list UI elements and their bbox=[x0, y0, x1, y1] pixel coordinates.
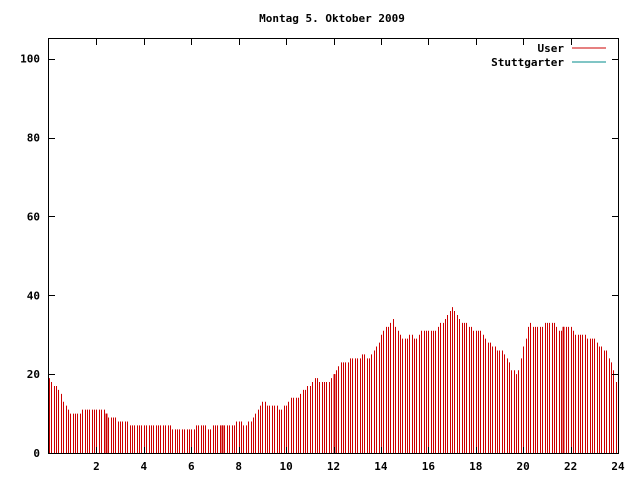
legend-label-user: User bbox=[538, 42, 565, 55]
chart-title: Montag 5. Oktober 2009 bbox=[259, 12, 405, 25]
y-tick-label: 100 bbox=[20, 53, 40, 66]
y-tick-label: 0 bbox=[33, 447, 40, 460]
x-axis: 2 4 6 8 10 12 14 16 18 20 22 24 bbox=[93, 39, 625, 473]
y-tick-label: 80 bbox=[27, 132, 40, 145]
plot-frame bbox=[48, 38, 619, 454]
x-tick-label: 24 bbox=[611, 460, 625, 473]
x-tick-label: 16 bbox=[422, 460, 436, 473]
x-tick-label: 10 bbox=[279, 460, 292, 473]
y-tick-label: 60 bbox=[27, 210, 40, 223]
x-tick-label: 22 bbox=[564, 460, 577, 473]
y-tick-label: 20 bbox=[27, 368, 40, 381]
x-tick-label: 14 bbox=[374, 460, 388, 473]
x-tick-label: 8 bbox=[235, 460, 242, 473]
x-tick-label: 12 bbox=[327, 460, 340, 473]
x-tick-label: 4 bbox=[141, 460, 148, 473]
x-tick-label: 6 bbox=[188, 460, 195, 473]
bars-group bbox=[49, 307, 619, 453]
x-tick-label: 2 bbox=[93, 460, 100, 473]
y-tick-label: 40 bbox=[27, 289, 40, 302]
x-tick-label: 20 bbox=[517, 460, 530, 473]
legend: User Stuttgarter bbox=[491, 42, 606, 69]
x-tick-label: 18 bbox=[469, 460, 482, 473]
legend-label-stuttgarter: Stuttgarter bbox=[491, 56, 564, 69]
